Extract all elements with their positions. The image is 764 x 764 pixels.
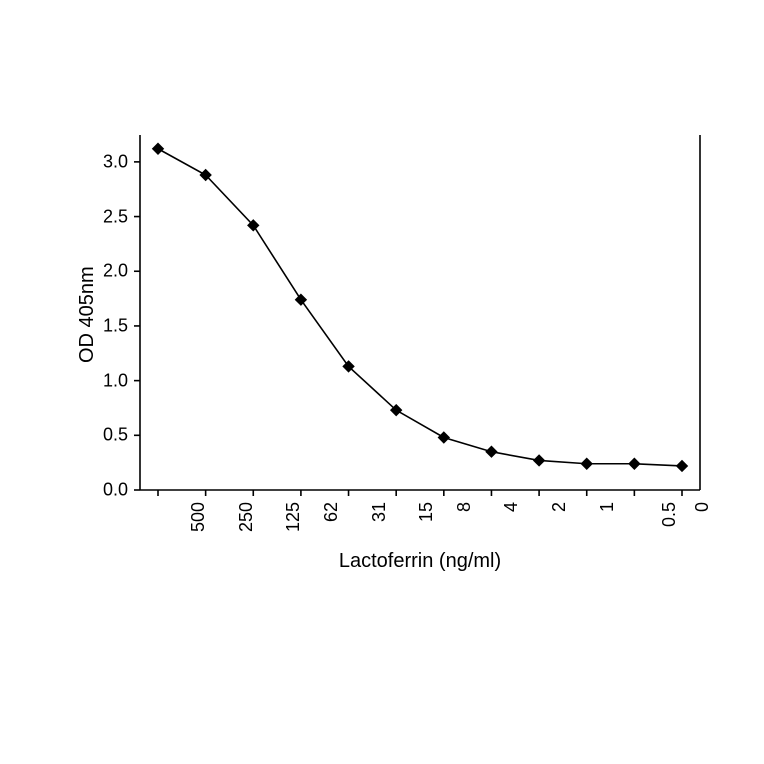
x-tick-label: 0.5 [659,502,680,527]
y-tick-label: 0.5 [70,425,128,446]
chart-container: OD 405nm Lactoferrin (ng/ml) 0.00.51.01.… [70,130,710,600]
y-tick-label: 1.5 [70,315,128,336]
x-tick-label: 125 [283,502,304,532]
x-tick-label: 2 [549,502,570,512]
x-tick-label: 15 [416,502,437,522]
y-tick-label: 3.0 [70,151,128,172]
x-tick-label: 31 [369,502,390,522]
x-tick-label: 0 [692,502,713,512]
y-tick-label: 1.0 [70,370,128,391]
y-tick-label: 0.0 [70,480,128,501]
x-tick-label: 1 [597,502,618,512]
y-tick-label: 2.5 [70,206,128,227]
x-tick-label: 500 [188,502,209,532]
x-tick-label: 4 [501,502,522,512]
x-tick-label: 62 [321,502,342,522]
x-tick-label: 250 [236,502,257,532]
chart-svg [70,130,710,600]
x-axis-label: Lactoferrin (ng/ml) [140,550,700,573]
y-tick-label: 2.0 [70,261,128,282]
x-tick-label: 8 [454,502,475,512]
